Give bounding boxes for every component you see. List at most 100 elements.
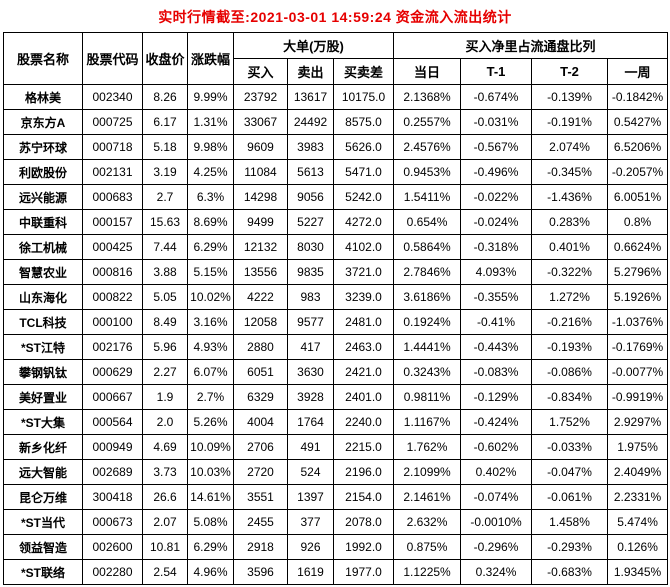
stock-name-cell[interactable]: 苏宁环球: [3, 134, 83, 160]
net-ratio-t1-cell: -0.496%: [460, 159, 533, 185]
stock-code-cell[interactable]: 002131: [82, 159, 143, 185]
net-ratio-week-cell: -1.0376%: [607, 309, 669, 335]
buy-volume-cell: 11084: [233, 159, 288, 185]
stock-name-cell[interactable]: 昆仑万维: [3, 484, 83, 510]
net-ratio-t2-cell: -0.345%: [531, 159, 609, 185]
buy-sell-diff-cell: 8575.0: [332, 109, 395, 135]
table-row: 远兴能源 000683 2.7 6.3% 14298 9056 5242.0 1…: [3, 184, 669, 210]
net-ratio-t1-cell: -0.0010%: [460, 509, 533, 535]
stock-name-cell[interactable]: *ST江特: [3, 334, 83, 360]
table-row: *ST联络 002280 2.54 4.96% 3596 1619 1977.0…: [3, 559, 669, 585]
sell-volume-cell: 1619: [287, 559, 334, 585]
net-ratio-day-cell: 2.1461%: [393, 484, 462, 510]
stock-name-cell[interactable]: TCL科技: [3, 309, 83, 335]
stock-code-cell[interactable]: 300418: [82, 484, 143, 510]
stock-name-cell[interactable]: *ST当代: [3, 509, 83, 535]
stock-code-cell[interactable]: 000683: [82, 184, 143, 210]
stock-code-cell[interactable]: 000564: [82, 409, 143, 435]
buy-sell-diff-cell: 5626.0: [332, 134, 395, 160]
close-price-cell: 2.27: [142, 359, 188, 385]
change-pct-cell: 4.93%: [187, 334, 234, 360]
stock-name-cell[interactable]: 领益智造: [3, 534, 83, 560]
stock-name-cell[interactable]: 美好置业: [3, 384, 83, 410]
table-body: 格林美 002340 8.26 9.99% 23792 13617 10175.…: [3, 84, 669, 585]
buy-volume-cell: 2706: [233, 434, 288, 460]
net-ratio-week-cell: 5.1926%: [607, 284, 669, 310]
col-header-day: 当日: [393, 58, 462, 85]
net-ratio-week-cell: 1.975%: [607, 434, 669, 460]
stock-code-cell[interactable]: 000725: [82, 109, 143, 135]
net-ratio-day-cell: 1.5411%: [393, 184, 462, 210]
stock-code-cell[interactable]: 002176: [82, 334, 143, 360]
net-ratio-t2-cell: 0.283%: [531, 209, 609, 235]
buy-volume-cell: 23792: [233, 84, 288, 110]
stock-code-cell[interactable]: 002600: [82, 534, 143, 560]
net-ratio-t2-cell: 1.458%: [531, 509, 609, 535]
sell-volume-cell: 9577: [287, 309, 334, 335]
stock-code-cell[interactable]: 000822: [82, 284, 143, 310]
stock-name-cell[interactable]: 京东方A: [3, 109, 83, 135]
change-pct-cell: 3.16%: [187, 309, 234, 335]
buy-volume-cell: 3551: [233, 484, 288, 510]
change-pct-cell: 5.15%: [187, 259, 234, 285]
change-pct-cell: 4.25%: [187, 159, 234, 185]
net-ratio-t1-cell: -0.567%: [460, 134, 533, 160]
buy-sell-diff-cell: 5471.0: [332, 159, 395, 185]
stock-code-cell[interactable]: 000949: [82, 434, 143, 460]
change-pct-cell: 8.69%: [187, 209, 234, 235]
report-title: 实时行情截至:2021-03-01 14:59:24 资金流入流出统计: [158, 9, 512, 25]
net-ratio-t1-cell: -0.031%: [460, 109, 533, 135]
stock-code-cell[interactable]: 000816: [82, 259, 143, 285]
buy-volume-cell: 2918: [233, 534, 288, 560]
stock-name-cell[interactable]: 利欧股份: [3, 159, 83, 185]
stock-code-cell[interactable]: 000629: [82, 359, 143, 385]
change-pct-cell: 10.02%: [187, 284, 234, 310]
stock-code-cell[interactable]: 002689: [82, 459, 143, 485]
stock-code-cell[interactable]: 000100: [82, 309, 143, 335]
stock-name-cell[interactable]: 远兴能源: [3, 184, 83, 210]
net-ratio-t2-cell: -0.086%: [531, 359, 609, 385]
stock-name-cell[interactable]: 山东海化: [3, 284, 83, 310]
stock-code-cell[interactable]: 000673: [82, 509, 143, 535]
net-ratio-t1-cell: -0.083%: [460, 359, 533, 385]
stock-name-cell[interactable]: 攀钢钒钛: [3, 359, 83, 385]
close-price-cell: 5.05: [142, 284, 188, 310]
stock-name-cell[interactable]: *ST联络: [3, 559, 83, 585]
change-pct-cell: 9.99%: [187, 84, 234, 110]
net-ratio-t2-cell: -0.216%: [531, 309, 609, 335]
stock-code-cell[interactable]: 000425: [82, 234, 143, 260]
net-ratio-t2-cell: 1.272%: [531, 284, 609, 310]
col-header-t-minus-2: T-2: [531, 58, 609, 85]
net-ratio-week-cell: 0.8%: [607, 209, 669, 235]
col-header-close-price: 收盘价: [142, 32, 188, 85]
buy-volume-cell: 2720: [233, 459, 288, 485]
stock-name-cell[interactable]: *ST大集: [3, 409, 83, 435]
stock-name-cell[interactable]: 格林美: [3, 84, 83, 110]
sell-volume-cell: 926: [287, 534, 334, 560]
stock-name-cell[interactable]: 徐工机械: [3, 234, 83, 260]
net-ratio-t2-cell: -0.193%: [531, 334, 609, 360]
stock-name-cell[interactable]: 远大智能: [3, 459, 83, 485]
sell-volume-cell: 13617: [287, 84, 334, 110]
stock-code-cell[interactable]: 002340: [82, 84, 143, 110]
change-pct-cell: 6.29%: [187, 234, 234, 260]
net-ratio-day-cell: 0.3243%: [393, 359, 462, 385]
change-pct-cell: 9.98%: [187, 134, 234, 160]
fund-flow-table: 股票名称 股票代码 收盘价 涨跌幅 大单(万股) 买入净里占流通盘比列 买入 卖…: [3, 32, 669, 585]
stock-name-cell[interactable]: 智慧农业: [3, 259, 83, 285]
stock-name-cell[interactable]: 新乡化纤: [3, 434, 83, 460]
net-ratio-week-cell: 2.2331%: [607, 484, 669, 510]
col-header-buy-sell-diff: 买卖差: [332, 58, 395, 85]
stock-code-cell[interactable]: 000667: [82, 384, 143, 410]
buy-volume-cell: 4004: [233, 409, 288, 435]
net-ratio-week-cell: 0.6624%: [607, 234, 669, 260]
buy-sell-diff-cell: 3721.0: [332, 259, 395, 285]
stock-code-cell[interactable]: 000157: [82, 209, 143, 235]
net-ratio-week-cell: 5.2796%: [607, 259, 669, 285]
buy-sell-diff-cell: 4102.0: [332, 234, 395, 260]
stock-name-cell[interactable]: 中联重科: [3, 209, 83, 235]
stock-code-cell[interactable]: 000718: [82, 134, 143, 160]
net-ratio-t2-cell: 0.401%: [531, 234, 609, 260]
stock-code-cell[interactable]: 002280: [82, 559, 143, 585]
